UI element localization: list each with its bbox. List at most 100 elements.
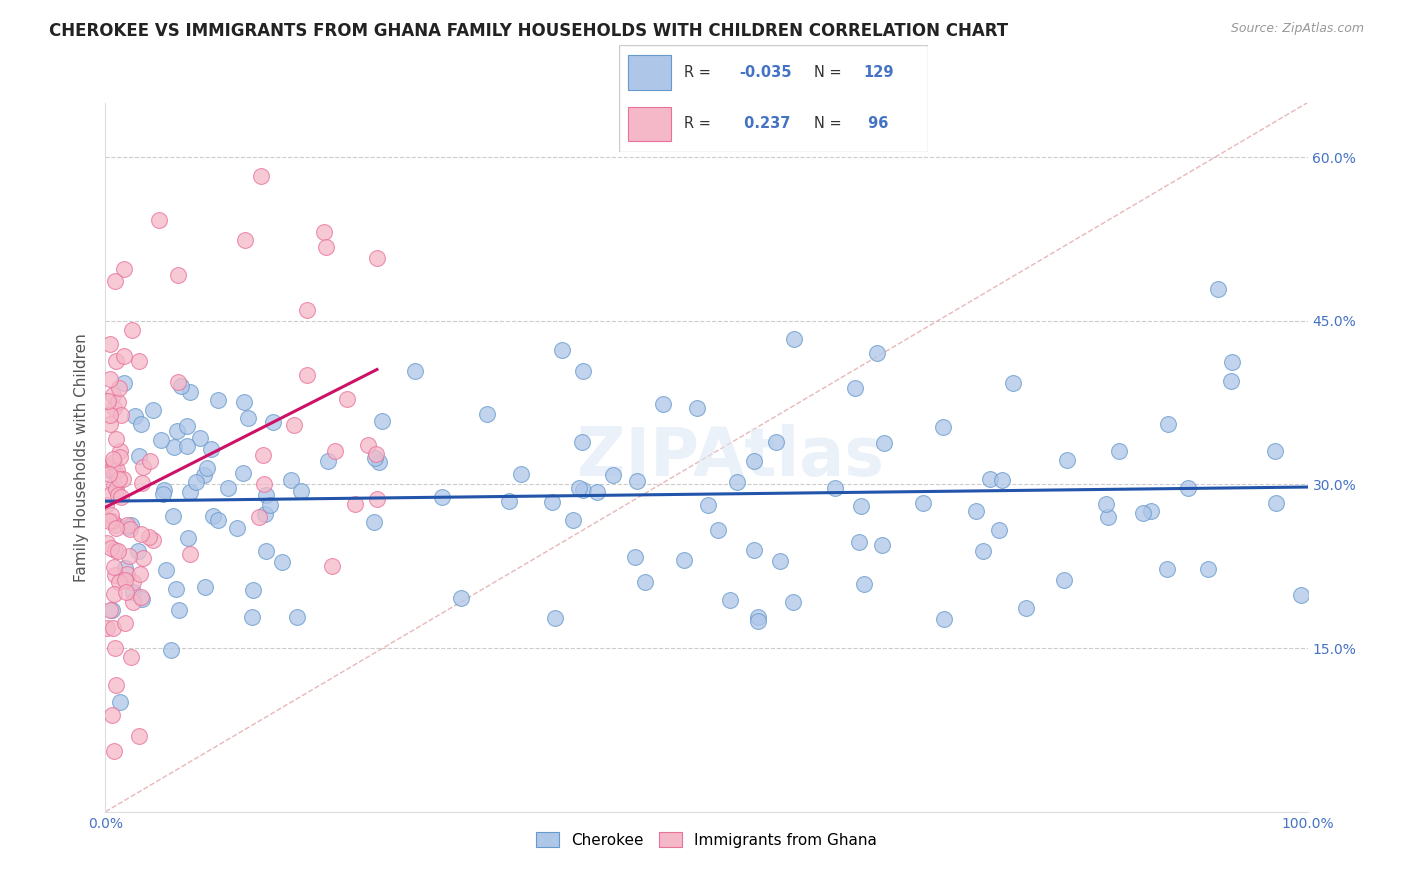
Immigrants from Ghana [107, 395, 129, 409]
Text: N =: N = [814, 65, 846, 80]
Cherokee [988, 523, 1011, 537]
Immigrants from Ghana [110, 443, 132, 458]
Immigrants from Ghana [247, 510, 270, 524]
Immigrants from Ghana [122, 574, 145, 589]
Immigrants from Ghana [103, 465, 125, 479]
Immigrants from Ghana [315, 240, 337, 254]
Immigrants from Ghana [98, 467, 121, 481]
Cherokee [176, 419, 198, 434]
Cherokee [602, 467, 624, 482]
Immigrants from Ghana [107, 488, 129, 502]
Legend: Cherokee, Immigrants from Ghana: Cherokee, Immigrants from Ghana [530, 825, 883, 854]
Immigrants from Ghana [98, 514, 121, 528]
Immigrants from Ghana [103, 401, 125, 416]
Cherokee [233, 394, 256, 409]
Cherokee [432, 490, 454, 504]
Immigrants from Ghana [96, 621, 118, 635]
Immigrants from Ghana [104, 521, 127, 535]
Cherokee [571, 364, 593, 378]
Cherokee [242, 583, 264, 598]
Immigrants from Ghana [129, 567, 152, 582]
Cherokee [129, 417, 152, 432]
Cherokee [165, 582, 187, 596]
Immigrants from Ghana [103, 744, 125, 758]
Immigrants from Ghana [357, 438, 380, 452]
Immigrants from Ghana [132, 550, 155, 565]
Cherokee [1056, 453, 1078, 467]
Immigrants from Ghana [112, 261, 135, 276]
Cherokee [1264, 444, 1286, 458]
Cherokee [725, 475, 748, 490]
Cherokee [652, 397, 675, 411]
Immigrants from Ghana [314, 225, 336, 239]
Immigrants from Ghana [179, 548, 201, 562]
Immigrants from Ghana [131, 460, 153, 475]
Immigrants from Ghana [112, 350, 135, 364]
Immigrants from Ghana [115, 585, 138, 599]
Cherokee [162, 508, 184, 523]
Immigrants from Ghana [98, 603, 121, 617]
Cherokee [128, 449, 150, 463]
Immigrants from Ghana [117, 549, 139, 563]
Immigrants from Ghana [103, 641, 125, 656]
Cherokee [1177, 481, 1199, 495]
Cherokee [673, 553, 696, 567]
Immigrants from Ghana [111, 472, 134, 486]
Immigrants from Ghana [103, 587, 125, 601]
Immigrants from Ghana [105, 463, 128, 477]
Cherokee [112, 376, 135, 390]
Immigrants from Ghana [105, 678, 128, 692]
Cherokee [686, 401, 709, 416]
Immigrants from Ghana [148, 213, 170, 227]
Cherokee [363, 516, 385, 530]
Cherokee [931, 419, 953, 434]
Cherokee [176, 439, 198, 453]
Cherokee [747, 610, 769, 624]
Immigrants from Ghana [101, 452, 124, 467]
Cherokee [114, 561, 136, 575]
Immigrants from Ghana [321, 559, 343, 574]
Cherokee [195, 461, 218, 475]
Immigrants from Ghana [138, 530, 160, 544]
Cherokee [202, 508, 225, 523]
Cherokee [253, 507, 276, 521]
Immigrants from Ghana [101, 462, 124, 476]
Cherokee [696, 499, 718, 513]
Immigrants from Ghana [100, 508, 122, 522]
Immigrants from Ghana [96, 536, 118, 550]
Cherokee [101, 603, 124, 617]
Cherokee [98, 463, 121, 477]
Cherokee [475, 407, 498, 421]
Immigrants from Ghana [253, 476, 276, 491]
Immigrants from Ghana [100, 486, 122, 500]
Immigrants from Ghana [117, 518, 139, 533]
Text: R =: R = [683, 65, 716, 80]
Immigrants from Ghana [104, 432, 127, 446]
Cherokee [1108, 444, 1130, 458]
Cherokee [742, 543, 765, 558]
Cherokee [167, 603, 190, 617]
Cherokee [544, 610, 567, 624]
Immigrants from Ghana [142, 533, 165, 547]
Immigrants from Ghana [105, 482, 128, 496]
Immigrants from Ghana [129, 527, 152, 541]
Immigrants from Ghana [110, 490, 132, 504]
Immigrants from Ghana [108, 450, 131, 464]
Text: R =: R = [683, 116, 716, 131]
Immigrants from Ghana [103, 568, 125, 582]
Cherokee [207, 512, 229, 526]
Text: 0.237: 0.237 [740, 116, 790, 131]
Cherokee [290, 484, 312, 499]
Immigrants from Ghana [103, 621, 125, 635]
Immigrants from Ghana [366, 252, 388, 266]
Immigrants from Ghana [98, 337, 121, 351]
Cherokee [262, 415, 284, 429]
Immigrants from Ghana [100, 459, 122, 474]
Cherokee [254, 488, 277, 502]
Cherokee [852, 577, 875, 591]
Immigrants from Ghana [323, 444, 346, 458]
Cherokee [131, 592, 153, 607]
Cherokee [124, 409, 146, 423]
Cherokee [254, 543, 277, 558]
Cherokee [177, 531, 200, 545]
